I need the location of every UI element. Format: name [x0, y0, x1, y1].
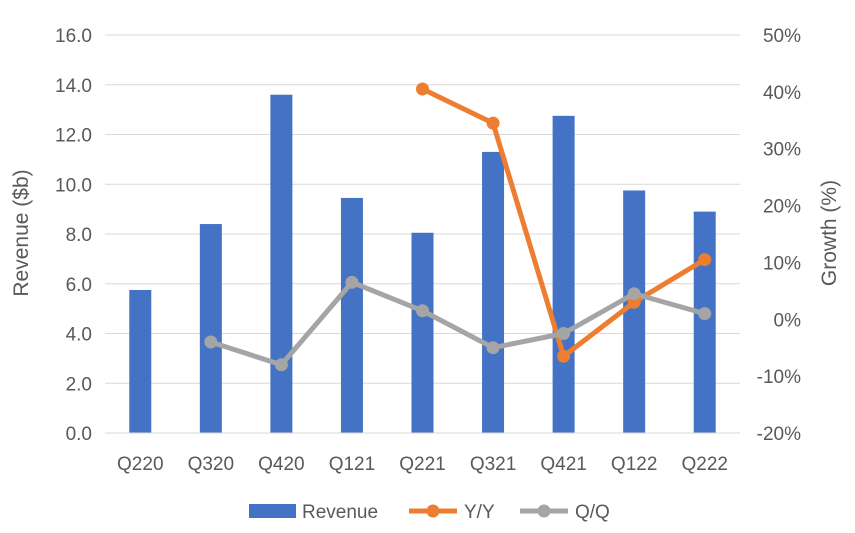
qq-point [698, 307, 712, 321]
right-tick-label: 10% [763, 253, 801, 274]
left-axis-title: Revenue ($b) [10, 169, 33, 296]
qq-point [274, 358, 288, 372]
left-tick-label: 0.0 [66, 424, 92, 445]
x-tick-label: Q220 [117, 454, 163, 475]
legend-qq-label: Q/Q [575, 502, 610, 523]
right-tick-label: -10% [757, 367, 801, 388]
revenue-bar [623, 190, 646, 433]
growth-lines [204, 82, 712, 372]
x-tick-label: Q221 [399, 454, 445, 475]
right-tick-label: 40% [763, 83, 801, 104]
qq-point [486, 341, 500, 355]
qq-line [210, 279, 706, 368]
revenue-bar [693, 211, 716, 433]
revenue-bar [340, 197, 363, 433]
revenue-bars [129, 94, 716, 433]
qq-point [416, 304, 429, 318]
left-tick-label: 8.0 [66, 225, 92, 246]
x-tick-label: Q321 [470, 454, 516, 475]
x-tick-label: Q421 [540, 454, 586, 475]
qq-point [204, 335, 218, 349]
qq-point [345, 275, 359, 289]
legend-revenue-label: Revenue [302, 502, 378, 523]
x-axis-ticks: Q220 Q320 Q420 Q121 Q221 Q321 Q421 Q122 Q222 [117, 454, 728, 475]
right-axis-title: Growth (%) [818, 180, 841, 286]
left-tick-label: 12.0 [55, 126, 92, 147]
revenue-bar [270, 94, 293, 433]
revenue-bar [199, 224, 222, 433]
legend: Revenue Y/Y Q/Q [249, 502, 610, 523]
left-tick-label: 14.0 [55, 76, 92, 97]
yy-point [486, 116, 500, 130]
right-tick-label: 30% [763, 140, 801, 161]
left-tick-label: 2.0 [66, 374, 92, 395]
revenue-bar [482, 151, 505, 433]
x-tick-label: Q121 [329, 454, 375, 475]
x-tick-label: Q320 [188, 454, 234, 475]
legend-yy-marker [426, 504, 440, 518]
right-tick-label: 0% [774, 310, 802, 331]
right-tick-label: -20% [757, 424, 801, 445]
x-tick-label: Q222 [681, 454, 727, 475]
qq-point [627, 287, 641, 301]
right-axis-ticks: -20% -10% 0% 10% 20% 30% 40% 50% [757, 26, 801, 445]
legend-qq-marker [537, 504, 551, 518]
yy-point [416, 82, 429, 96]
right-tick-label: 20% [763, 197, 801, 218]
left-tick-label: 16.0 [55, 26, 92, 47]
legend-revenue-swatch [249, 504, 296, 518]
legend-yy-label: Y/Y [464, 502, 495, 523]
left-tick-label: 4.0 [66, 325, 92, 346]
revenue-bar [411, 232, 434, 433]
yy-point [557, 349, 571, 363]
left-axis-ticks: 0.0 2.0 4.0 6.0 8.0 10.0 12.0 14.0 16.0 [55, 26, 92, 445]
qq-point [557, 327, 571, 340]
x-tick-label: Q420 [258, 454, 304, 475]
left-tick-label: 6.0 [66, 275, 92, 296]
left-tick-label: 10.0 [55, 175, 92, 196]
x-tick-label: Q122 [611, 454, 657, 475]
right-tick-label: 50% [763, 26, 801, 47]
revenue-bar [129, 289, 152, 433]
revenue-bar [552, 115, 575, 433]
yy-point [698, 253, 712, 267]
